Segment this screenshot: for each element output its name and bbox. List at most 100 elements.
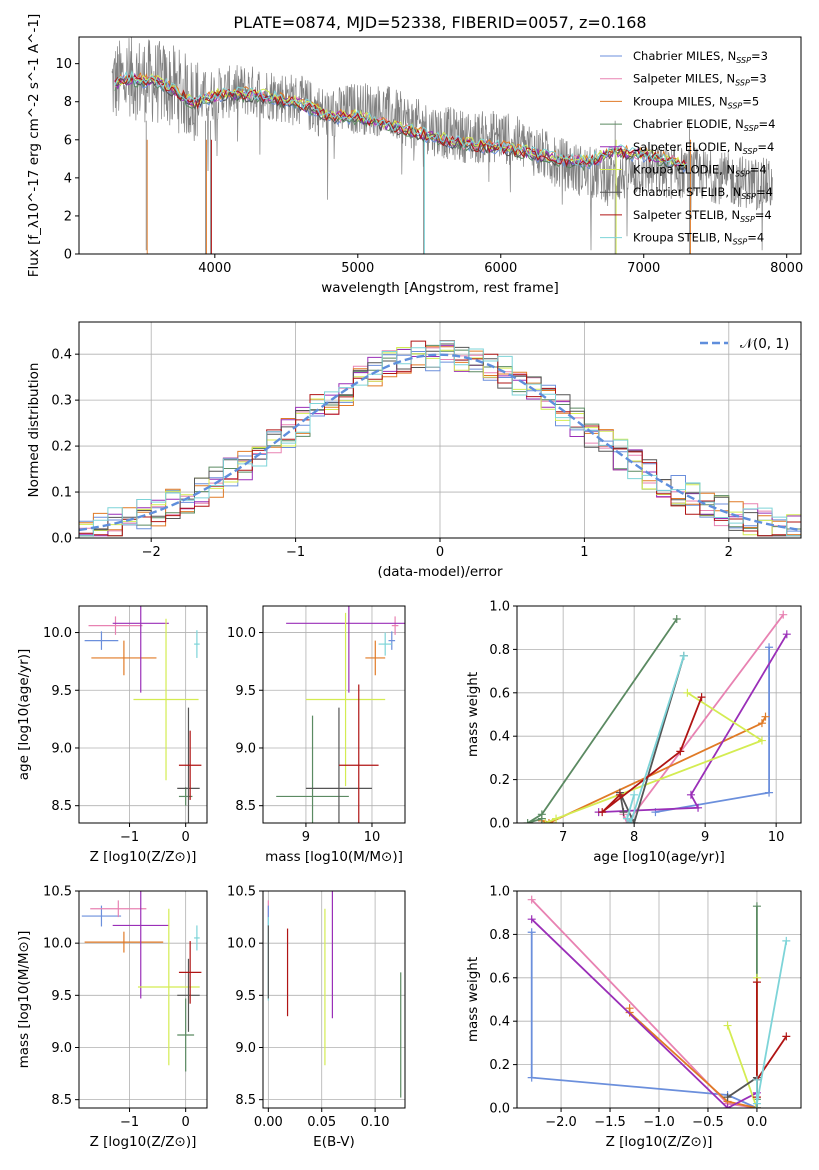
plot-area bbox=[267, 891, 402, 1098]
axes-frame bbox=[262, 890, 406, 1109]
y-tick-label: 0.2 bbox=[51, 440, 72, 455]
y-tick-label: 0.0 bbox=[51, 532, 72, 547]
weight-marker-salp_miles bbox=[527, 895, 536, 904]
weight-marker-krou_stelib bbox=[630, 790, 639, 799]
weight-marker-krou_stelib bbox=[752, 1099, 761, 1108]
y-tick-label: 1.0 bbox=[489, 885, 510, 900]
weight-marker-krou_miles bbox=[544, 819, 553, 823]
y-tick-label: 2 bbox=[64, 209, 72, 224]
weight-marker-salp_elodie bbox=[694, 803, 703, 812]
plot-area bbox=[523, 610, 791, 823]
weight-line-krou_miles bbox=[628, 1008, 758, 1108]
x-tick-label: 2 bbox=[725, 545, 733, 560]
x-tick-label: 5000 bbox=[341, 261, 374, 276]
y-tick-label: 10.5 bbox=[43, 885, 72, 900]
weight-marker-krou_stelib bbox=[623, 814, 632, 823]
mass-vs-ebv-panel: 0.00 0.05 0.10 8.5 9.0 9.5 10.0 10.5 E(B-V) bbox=[227, 885, 406, 1150]
weight-marker-chab_elodie bbox=[752, 902, 761, 911]
x-tick-label: 1 bbox=[580, 545, 588, 560]
mass-vs-metallicity-panel: −1 0 8.5 9.0 9.5 10.0 10.5 Z [log10(Z/Z⊙)] mass … bbox=[16, 885, 208, 1150]
x-tick-label: 0 bbox=[182, 830, 190, 845]
axes-frame bbox=[262, 605, 406, 824]
x-axis-label: mass [log10(M/M⊙)] bbox=[265, 849, 403, 865]
weight-marker-krou_stelib bbox=[752, 1075, 761, 1084]
y-tick-label: 1.0 bbox=[489, 600, 510, 615]
x-tick-label: 0.10 bbox=[361, 1115, 390, 1130]
histogram-krou_stelib bbox=[79, 340, 801, 537]
weight-marker-krou_elodie bbox=[683, 688, 692, 697]
y-tick-label: 9.0 bbox=[235, 741, 256, 756]
weight-marker-krou_miles bbox=[757, 719, 766, 728]
y-tick-label: 9.5 bbox=[51, 989, 72, 1004]
y-tick-label: 0.6 bbox=[489, 971, 510, 986]
y-tick-label: 8 bbox=[64, 95, 72, 110]
x-tick-label: 7 bbox=[559, 830, 567, 845]
x-tick-label: 0 bbox=[436, 545, 444, 560]
y-tick-label: 9.5 bbox=[51, 684, 72, 699]
x-tick-label: 0 bbox=[182, 1115, 190, 1130]
weight-marker-salp_miles bbox=[779, 610, 788, 619]
x-tick-label: 9 bbox=[701, 830, 709, 845]
legend-label-krou_miles: Kroupa MILES, NSSP=5 bbox=[633, 94, 759, 110]
y-tick-label: 10.5 bbox=[227, 885, 256, 900]
weight-marker-krou_elodie bbox=[552, 814, 561, 823]
x-tick-label: 7000 bbox=[627, 261, 660, 276]
x-tick-label: 0.05 bbox=[307, 1115, 336, 1130]
plot-area bbox=[276, 606, 405, 823]
y-tick-label: 0 bbox=[64, 248, 72, 263]
x-tick-label: −1.5 bbox=[594, 1115, 626, 1130]
weight-marker-salp_stelib bbox=[676, 747, 685, 756]
y-tick-label: 8.5 bbox=[235, 1093, 256, 1108]
legend-label-salp_miles: Salpeter MILES, NSSP=3 bbox=[633, 72, 767, 88]
weight-marker-krou_elodie bbox=[757, 736, 766, 745]
massweight-vs-age-panel: 7 8 9 10 0.0 0.2 0.4 0.6 0.8 1.0 age [log10(age/yr… bbox=[465, 600, 802, 865]
weight-marker-chab_stelib bbox=[619, 808, 628, 817]
y-tick-label: 0.1 bbox=[51, 486, 72, 501]
weight-marker-chab_stelib bbox=[630, 819, 639, 823]
observed-spectrum bbox=[111, 37, 773, 251]
x-axis-label: Z [log10(Z/Z⊙)] bbox=[90, 1134, 197, 1150]
weight-line-salp_stelib bbox=[601, 696, 703, 813]
weight-marker-salp_stelib bbox=[697, 693, 706, 702]
y-tick-label: 4 bbox=[64, 171, 72, 186]
plot-area bbox=[81, 891, 202, 1072]
y-tick-label: 9.0 bbox=[51, 1041, 72, 1056]
weight-marker-chab_miles bbox=[527, 928, 536, 937]
weight-marker-krou_elodie bbox=[723, 1021, 732, 1030]
legend-label-krou_elodie: Kroupa ELODIE, NSSP=4 bbox=[633, 163, 767, 179]
y-tick-label: 0.4 bbox=[489, 1015, 510, 1030]
age-vs-metallicity-panel: −1 0 8.5 9.0 9.5 10.0 Z [log10(Z/Z⊙)] age [log1… bbox=[16, 605, 208, 865]
residual-histogram-panel: −2 −1 0 1 2 0.0 0.1 0.2 0.3 0.4 (data-model)/error… bbox=[26, 321, 802, 580]
weight-marker-chab_stelib bbox=[723, 1093, 732, 1102]
x-tick-label: −2 bbox=[142, 545, 161, 560]
x-tick-label: −1 bbox=[120, 1115, 139, 1130]
x-tick-label: −2.0 bbox=[545, 1115, 577, 1130]
plot-area bbox=[79, 340, 801, 537]
x-tick-label: −1 bbox=[120, 830, 139, 845]
weight-line-chab_stelib bbox=[619, 655, 685, 823]
y-tick-label: 0.4 bbox=[51, 348, 72, 363]
model-spectrum-krou_stelib bbox=[114, 69, 687, 167]
y-tick-label: 0.4 bbox=[489, 730, 510, 745]
weight-marker-salp_elodie bbox=[723, 1104, 732, 1108]
weight-marker-krou_miles bbox=[761, 712, 770, 721]
y-tick-label: 0.3 bbox=[51, 394, 72, 409]
y-axis-label: mass [log10(M/M⊙)] bbox=[16, 931, 32, 1069]
y-axis-label: mass weight bbox=[465, 957, 481, 1042]
weight-marker-salp_stelib bbox=[752, 978, 761, 987]
x-tick-label: 8000 bbox=[770, 261, 803, 276]
y-tick-label: 10.0 bbox=[227, 626, 256, 641]
legend-label-chab_stelib: Chabrier STELIB, NSSP=4 bbox=[633, 185, 773, 201]
x-tick-label: 0.00 bbox=[254, 1115, 283, 1130]
y-tick-label: 0.0 bbox=[489, 817, 510, 832]
y-tick-label: 9.0 bbox=[235, 1041, 256, 1056]
weight-line-salp_miles bbox=[622, 614, 785, 823]
weight-line-krou_stelib bbox=[756, 940, 788, 1104]
axes-frame bbox=[516, 605, 802, 824]
y-tick-label: 10.0 bbox=[43, 937, 72, 952]
weight-line-chab_elodie bbox=[527, 618, 678, 823]
y-axis-label: Flux [f_λ10^-17 erg cm^-2 s^-1 A^-1] bbox=[26, 14, 42, 277]
y-tick-label: 10.0 bbox=[227, 937, 256, 952]
weight-marker-salp_stelib bbox=[615, 790, 624, 799]
